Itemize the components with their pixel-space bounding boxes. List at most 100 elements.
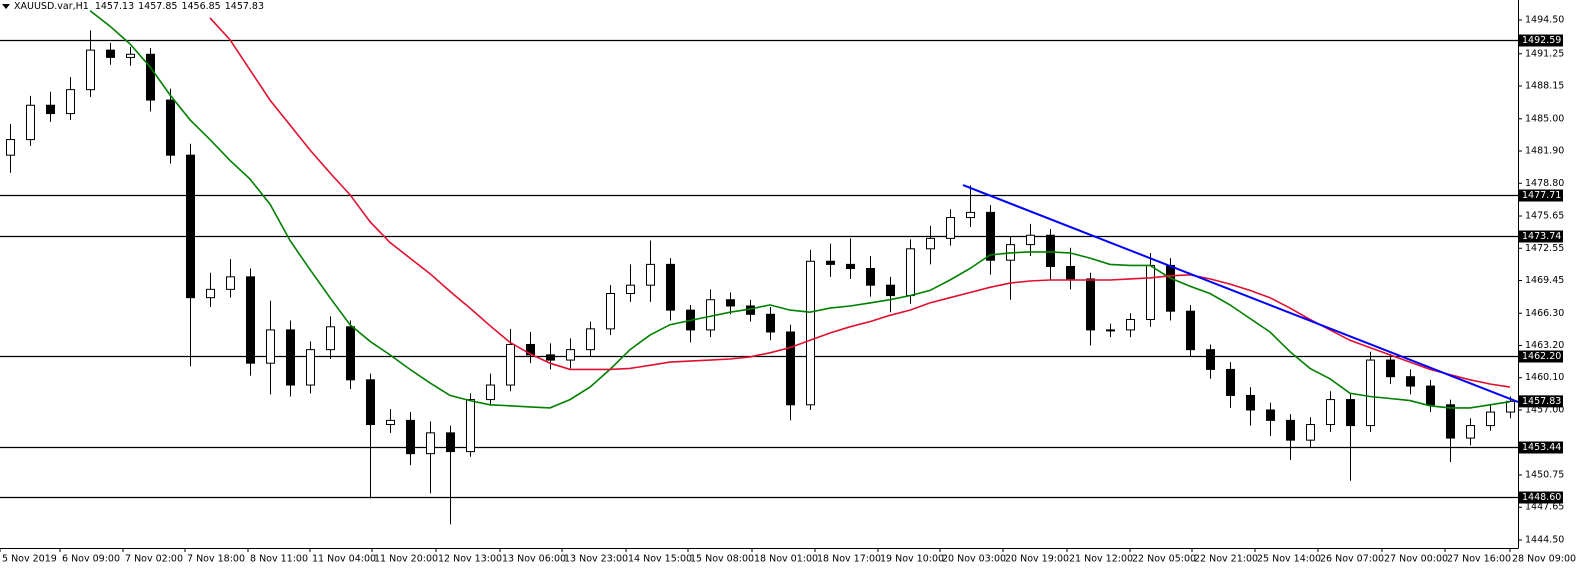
x-tick-label: 13 Nov 23:00: [564, 554, 628, 565]
level-label-box: [1519, 350, 1563, 363]
candle-body: [306, 349, 315, 386]
plot-area: [0, 9, 1518, 525]
y-tick-label: 1447.65: [1525, 502, 1564, 513]
candle-body: [1386, 359, 1395, 378]
y-tick-label: 1469.45: [1525, 275, 1564, 286]
x-tick-label: 22 Nov 21:00: [1194, 554, 1258, 565]
candle-body: [826, 260, 835, 265]
candle-body: [1446, 404, 1455, 439]
candle-body: [346, 326, 355, 381]
x-tick-label: 25 Nov 14:00: [1257, 554, 1321, 565]
y-tick-label: 1450.75: [1525, 469, 1564, 480]
y-tick-label: 1466.30: [1525, 308, 1564, 319]
x-tick-label: 21 Nov 12:00: [1069, 554, 1133, 565]
candle-body: [1086, 278, 1095, 331]
candle-body: [966, 211, 975, 219]
x-tick-label: 22 Nov 05:00: [1132, 554, 1196, 565]
x-tick-label: 27 Nov 16:00: [1447, 554, 1511, 565]
candle-body: [166, 99, 175, 156]
candle-body: [1066, 265, 1075, 280]
candle-body: [46, 104, 55, 115]
candle-body: [186, 154, 195, 299]
candle-body: [366, 379, 375, 426]
candle-body: [586, 328, 595, 351]
level-label-box: [1519, 34, 1563, 47]
candle-body: [246, 276, 255, 364]
high-price: 1457.85: [138, 1, 177, 12]
candle-body: [1126, 319, 1135, 331]
level-label: 1462.20: [1522, 351, 1561, 362]
candle-body: [66, 89, 75, 115]
x-tick-label: 18 Nov 01:00: [754, 554, 818, 565]
y-tick-label: 1478.80: [1525, 178, 1564, 189]
candle-body: [846, 263, 855, 270]
moving-average: [209, 17, 1511, 388]
candle-body: [146, 53, 155, 101]
open-price: 1457.13: [95, 1, 134, 12]
candle-body: [1106, 329, 1115, 332]
candle-body: [926, 237, 935, 250]
candle-body: [866, 268, 875, 286]
candle-body: [326, 326, 335, 351]
x-tick-label: 14 Nov 15:00: [628, 554, 692, 565]
candle-body: [726, 299, 735, 307]
candle-body: [286, 329, 295, 386]
candle-body: [806, 260, 815, 406]
price-label-box: [1519, 395, 1563, 408]
y-tick-label: 1485.00: [1525, 113, 1564, 124]
y-tick-label: 1460.10: [1525, 372, 1564, 383]
candle-body: [226, 276, 235, 290]
candle-body: [106, 49, 115, 58]
candle-body: [86, 49, 95, 91]
x-tick-label: 7 Nov 18:00: [187, 554, 245, 565]
x-tick-label: 15 Nov 08:00: [690, 554, 754, 565]
candle-body: [1346, 399, 1355, 427]
candle-body: [1206, 349, 1215, 370]
y-tick-label: 1475.65: [1525, 211, 1564, 222]
close-price: 1457.83: [225, 1, 264, 12]
candle-body: [1426, 385, 1435, 406]
y-tick-label: 1481.90: [1525, 146, 1564, 157]
menu-triangle[interactable]: [2, 4, 10, 9]
x-tick-label: 18 Nov 17:00: [817, 554, 881, 565]
candle-body: [1146, 264, 1155, 321]
candle-body: [406, 419, 415, 455]
candle-body: [606, 293, 615, 330]
x-tick-label: 27 Nov 00:00: [1384, 554, 1448, 565]
level-label-box: [1519, 230, 1563, 243]
y-tick-label: 1457.00: [1525, 404, 1564, 415]
symbol: XAUUSD.var,H1: [14, 1, 89, 12]
candle-body: [1486, 411, 1495, 427]
level-label: 1453.44: [1522, 442, 1561, 453]
candle-body: [1506, 400, 1515, 413]
moving-average: [89, 9, 1511, 409]
candle-body: [626, 284, 635, 295]
candle-body: [786, 331, 795, 406]
candle-body: [1046, 234, 1055, 267]
x-tick-label: 26 Nov 07:00: [1320, 554, 1384, 565]
level-label: 1473.74: [1522, 231, 1561, 242]
y-tick-label: 1491.25: [1525, 48, 1564, 59]
x-tick-label: 11 Nov 04:00: [312, 554, 376, 565]
candle-body: [466, 399, 475, 453]
level-label: 1477.71: [1522, 190, 1561, 201]
x-tick-label: 20 Nov 03:00: [942, 554, 1006, 565]
candle-body: [1166, 264, 1175, 312]
candle-body: [26, 104, 35, 141]
candle-body: [946, 217, 955, 239]
x-tick-label: 6 Nov 09:00: [62, 554, 120, 565]
y-tick-label: 1463.20: [1525, 340, 1564, 351]
candle-body: [266, 329, 275, 364]
candle-body: [126, 53, 135, 58]
price-label: 1457.83: [1522, 396, 1561, 407]
x-tick-label: 19 Nov 10:00: [880, 554, 944, 565]
candle-body: [1266, 409, 1275, 421]
candle-body: [546, 354, 555, 361]
x-tick-label: 7 Nov 02:00: [125, 554, 183, 565]
candle-body: [1366, 359, 1375, 427]
level-label-box: [1519, 491, 1563, 504]
candle-body: [906, 248, 915, 297]
candle-body: [766, 313, 775, 333]
x-tick-label: 20 Nov 19:00: [1005, 554, 1069, 565]
